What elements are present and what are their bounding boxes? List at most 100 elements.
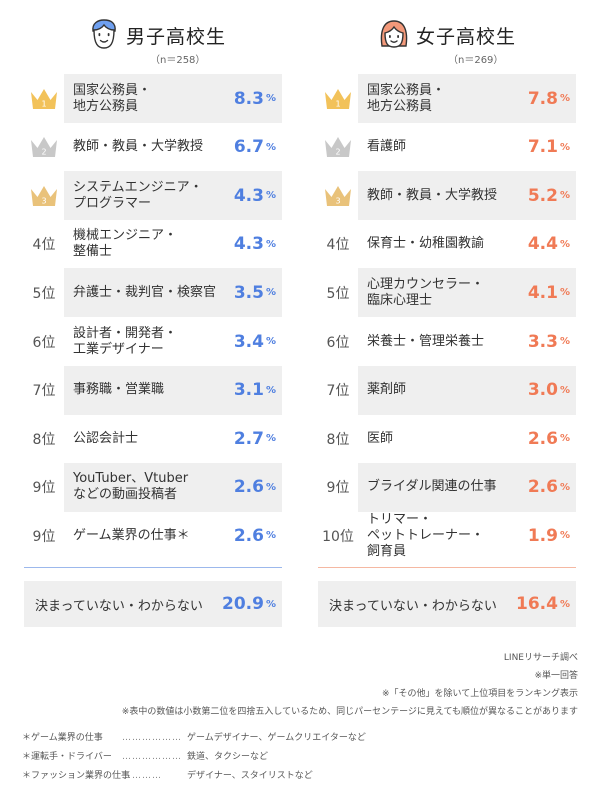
percent-value: 3.1% [234,366,276,415]
value-number: 7.1 [527,137,558,158]
row-cell: 国家公務員・ 地方公務員 7.8% [358,74,576,123]
occupation-label: 医師 [367,430,394,446]
percent-sign: % [265,433,276,445]
percent-value: 8.3% [234,74,276,123]
ranking-row: 9位 YouTuber、Vtuber などの動画投稿者 2.6% [24,462,282,512]
girls-undecided-row: 決まっていない・わからない 16.4% [318,581,576,627]
note-source: LINEリサーチ調べ [503,653,578,663]
boys-sample-size: （n＝258） [150,55,206,66]
crown-icon: 2 [325,137,351,158]
ranking-row: 4位 保育士・幼稚園教諭 4.4% [318,220,576,269]
percent-sign: % [559,336,570,347]
rank-label: 1 [24,74,64,123]
boys-ranking-column: 男子高校生 （n＝258） 1 国家公務員・ 地方公務員 8.3% 2 教師・教員・大学… [24,0,282,627]
ranking-row: 7位 事務職・営業職 3.1% [24,365,282,415]
occupation-label: 国家公務員・ 地方公務員 [73,82,152,114]
ranking-row: 4位 機械エンジニア・ 整備士 4.3% [24,220,282,269]
crown-icon: 3 [325,185,351,206]
ranking-row: 8位 公認会計士 2.7% [24,414,282,463]
percent-value: 2.6% [234,511,276,560]
rank-label: 3 [24,171,64,220]
percent-sign: % [559,433,570,445]
undecided-label: 決まっていない・わからない [329,598,497,614]
occupation-label: トリマー・ ペットトレーナー・ 飼育員 [367,511,485,559]
row-cell: 国家公務員・ 地方公務員 8.3% [64,74,282,123]
percent-sign: % [559,481,570,493]
value-number: 2.6 [527,428,558,449]
rank-label: 2 [24,123,64,172]
row-cell: YouTuber、Vtuber などの動画投稿者 2.6% [64,462,282,512]
row-cell: 公認会計士 2.7% [64,414,282,463]
percent-value: 4.3% [234,171,276,220]
footnote-desc: ゲームデザイナー、ゲームクリエイターなど [187,733,366,743]
percent-value: 2.7% [234,414,276,463]
rank-label: 4位 [32,237,56,254]
ranking-row: 9位 ブライダル関連の仕事 2.6% [318,462,576,512]
percent-sign: % [265,384,276,396]
ranking-row: 5位 心理カウンセラー・ 臨床心理士 4.1% [318,268,576,318]
occupation-label: 機械エンジニア・ 整備士 [73,228,178,260]
row-cell: 心理カウンセラー・ 臨床心理士 4.1% [358,268,576,318]
crown-icon: 3 [31,185,57,206]
percent-value: 4.4% [528,220,570,269]
percent-sign: % [559,287,570,299]
occupation-label: YouTuber、Vtuber などの動画投稿者 [73,471,189,503]
percent-sign: % [265,93,276,104]
boy-face-icon [92,19,116,49]
undecided-label: 決まっていない・わからない [35,598,203,614]
value-number: 3.0 [527,380,558,401]
girls-divider [318,567,576,568]
occupation-label: 事務職・営業職 [73,382,165,398]
percent-sign: % [265,287,276,299]
percent-sign: % [265,141,276,153]
ranking-row: 1 国家公務員・ 地方公務員 7.8% [318,74,576,123]
crown-icon: 1 [325,88,351,109]
value-number: 3.3 [527,331,558,352]
occupation-label: 薬剤師 [367,382,407,398]
value-number: 5.2 [527,185,558,206]
rank-label: 8位 [32,431,56,448]
footnote-desc: 鉄道、タクシーなど [187,752,269,762]
row-cell: 弁護士・裁判官・検察官 3.5% [64,268,282,318]
percent-value: 1.9% [528,511,570,560]
row-cell: トリマー・ ペットトレーナー・ 飼育員 1.9% [358,511,576,560]
value-number: 2.6 [233,477,264,498]
ranking-row: 3 教師・教員・大学教授 5.2% [318,171,576,221]
boys-header: 男子高校生 （n＝258） [24,0,282,72]
value-number: 2.7 [233,428,264,449]
occupation-label: システムエンジニア・ プログラマー [73,179,203,211]
percent-sign: % [265,530,276,542]
rank-label: 5位 [326,285,350,302]
rank-label: 9位 [32,480,56,497]
occupation-label: ブライダル関連の仕事 [367,479,497,495]
rank-label: 6位 [32,334,56,351]
row-cell: 保育士・幼稚園教諭 4.4% [358,220,576,269]
ranking-row: 8位 医師 2.6% [318,414,576,463]
crown-rank-number: 1 [41,99,46,108]
note-ranking-rule: ※「その他」を除いて上位項目をランキング表示 [381,689,578,699]
rank-label: 6位 [326,334,350,351]
row-cell: 医師 2.6% [358,414,576,463]
ranking-row: 2 看護師 7.1% [318,123,576,172]
rank-label: 1 [318,74,358,123]
occupation-label: 教師・教員・大学教授 [73,139,204,155]
rank-label: 7位 [32,383,56,400]
percent-sign: % [559,530,570,542]
girls-sample-size: （n＝269） [448,55,504,66]
percent-sign: % [559,190,570,202]
occupation-label: 設計者・開発者・ 工業デザイナー [73,325,178,357]
row-cell: 教師・教員・大学教授 5.2% [358,171,576,221]
value-number: 3.5 [233,282,264,303]
boys-undecided-row: 決まっていない・わからない 20.9% [24,581,282,627]
ranking-row: 10位 トリマー・ ペットトレーナー・ 飼育員 1.9% [318,511,576,560]
ranking-row: 1 国家公務員・ 地方公務員 8.3% [24,74,282,123]
row-cell: 看護師 7.1% [358,123,576,172]
undecided-value: 20.9% [222,594,276,614]
crown-rank-number: 2 [41,148,46,157]
row-cell: ブライダル関連の仕事 2.6% [358,462,576,512]
percent-sign: % [265,190,276,202]
note-rounding: ※表中の数値は小数第二位を四捨五入しているため、同じパーセンテージに見えても順位… [121,707,578,717]
note-single-answer: ※単一回答 [534,671,578,681]
percent-value: 3.0% [528,366,570,415]
percent-value: 4.1% [528,268,570,317]
